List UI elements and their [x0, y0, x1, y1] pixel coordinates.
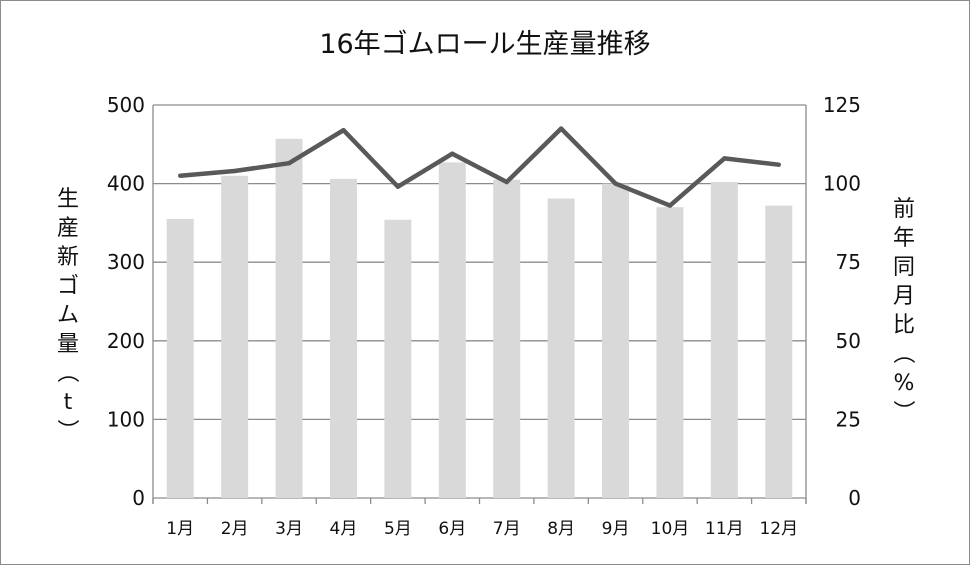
category-label: 5月 [384, 519, 412, 539]
bar [602, 183, 630, 498]
line-point [395, 184, 401, 189]
right-tick-label: 75 [836, 250, 861, 274]
axis-title-char: % [894, 371, 915, 396]
axis-title-char: 産 [57, 216, 79, 241]
axis-title-char: ） [54, 419, 79, 441]
bar [438, 162, 466, 499]
category-label: 11月 [705, 519, 744, 539]
axis-title-char: 新 [57, 245, 79, 270]
bar [166, 218, 194, 498]
axis-title-char: 生 [57, 187, 79, 212]
line-point [286, 160, 292, 166]
axis-title-char: t [64, 390, 73, 415]
right-tick-label: 50 [836, 329, 861, 353]
category-label: 3月 [275, 519, 303, 539]
category-label: 10月 [651, 519, 690, 539]
axis-title-char: 比 [893, 313, 915, 338]
right-tick-label: 125 [823, 93, 861, 117]
category-label: 2月 [221, 519, 249, 539]
bar [221, 175, 249, 499]
axis-title-char: ム [57, 303, 79, 328]
category-label: 7月 [493, 519, 521, 539]
gridlines [152, 104, 807, 504]
line-point [613, 181, 618, 186]
category-label: 1月 [166, 519, 194, 539]
left-tick-label: 100 [107, 407, 145, 431]
bar [656, 207, 684, 498]
axis-title-char: 同 [893, 255, 915, 280]
bar-series [166, 138, 793, 499]
category-label: 9月 [602, 519, 630, 539]
axis-title-char: 年 [893, 226, 915, 251]
category-labels: 1月 2月 3月 4月 5月 6月 7月 8月 9月 10月 11月 12月 [166, 519, 798, 539]
category-label: 4月 [330, 519, 358, 539]
bar [493, 179, 521, 499]
left-tick-label: 200 [107, 329, 145, 353]
category-label: 12月 [759, 519, 798, 539]
bar [547, 198, 575, 498]
axis-title-char: （ [890, 342, 915, 364]
right-axis-ticks: 0 25 50 75 100 125 [823, 93, 861, 510]
left-tick-label: 0 [132, 486, 145, 510]
bar [710, 182, 738, 498]
axis-title-char: ） [890, 400, 915, 422]
right-tick-label: 25 [836, 407, 861, 431]
axis-title-char: 前 [893, 197, 915, 222]
right-tick-label: 100 [823, 172, 861, 196]
line-point [232, 168, 237, 174]
line-point [558, 126, 564, 131]
bar [275, 138, 303, 498]
line-point [450, 151, 455, 156]
line-point [504, 179, 509, 185]
left-tick-label: 300 [107, 250, 145, 274]
axis-title-char: ゴ [57, 274, 79, 299]
axis-title-char: 量 [57, 332, 79, 357]
line-point [178, 173, 183, 178]
line-point [341, 127, 346, 133]
axis-title-char: （ [54, 361, 79, 383]
left-tick-label: 400 [107, 172, 145, 196]
line-point [667, 203, 673, 208]
right-tick-label: 0 [848, 486, 861, 510]
line-point [722, 156, 727, 161]
bar [384, 219, 412, 499]
bar [329, 178, 357, 498]
left-tick-label: 500 [107, 93, 145, 117]
line-point [776, 162, 781, 167]
axis-title-char: 月 [893, 284, 915, 309]
bar [765, 205, 793, 498]
category-label: 6月 [438, 519, 466, 539]
left-axis-ticks: 0 100 200 300 400 500 [107, 93, 145, 510]
line-series [178, 126, 781, 208]
chart-title: 16年ゴムロール生産量推移 [319, 29, 650, 60]
line-path [180, 126, 780, 208]
category-label: 8月 [547, 519, 575, 539]
